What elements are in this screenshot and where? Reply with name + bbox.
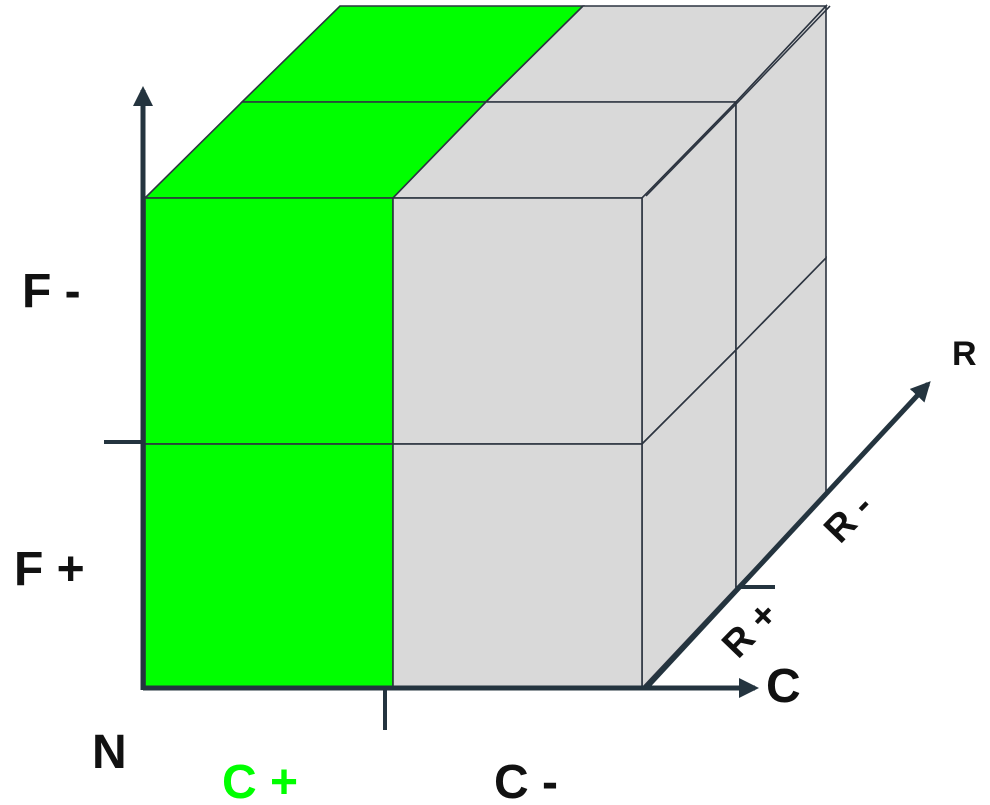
label-f-minus: F - <box>22 265 81 318</box>
label-c-plus: C + <box>222 756 298 805</box>
label-origin-n: N <box>92 726 127 779</box>
cube-top-face <box>143 5 828 199</box>
front-cell-cplus-fplus <box>144 443 394 689</box>
cube-front-face <box>144 197 643 689</box>
label-f-plus: F + <box>14 543 85 596</box>
axes <box>104 86 931 730</box>
label-c-minus: C - <box>494 756 558 805</box>
label-c-axis: C <box>766 660 801 713</box>
depth-axis <box>644 381 931 690</box>
edge-double-top-back <box>739 5 831 101</box>
edge-double-top-right <box>645 99 741 197</box>
cube-side-face <box>641 3 827 691</box>
cube-edge-doubles <box>645 5 831 197</box>
front-cell-cminus-fminus <box>392 197 643 445</box>
front-cell-cplus-fminus <box>144 197 394 445</box>
label-r-axis: R <box>952 335 977 373</box>
front-cell-cminus-fplus <box>392 443 643 689</box>
